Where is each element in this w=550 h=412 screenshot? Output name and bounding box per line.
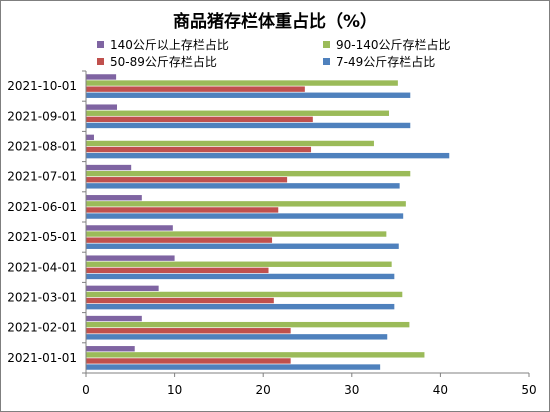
- bar-2021-09-01-series-2: [86, 116, 313, 123]
- legend-item-7-49: 7-49公斤存栏占比: [323, 54, 435, 70]
- x-tick-label-0: 0: [82, 383, 90, 397]
- x-tick-label-20: 20: [256, 383, 271, 397]
- bar-2021-07-01-series-1: [86, 170, 411, 177]
- bar-2021-09-01-series-1: [86, 110, 390, 116]
- bar-2021-05-01-series-0: [86, 225, 173, 231]
- y-tick-label-2021-06-01: 2021-06-01: [7, 200, 77, 214]
- bar-2021-06-01-series-2: [86, 207, 279, 213]
- bar-2021-03-01-series-0: [86, 285, 159, 292]
- legend-swatch-140-plus: [97, 41, 104, 48]
- bar-2021-06-01-series-0: [86, 195, 142, 201]
- bar-2021-09-01-series-0: [86, 104, 118, 110]
- y-tick-label-2021-08-01: 2021-08-01: [7, 140, 77, 154]
- y-tick-label-2021-09-01: 2021-09-01: [7, 109, 77, 123]
- bar-2021-08-01-series-1: [86, 140, 374, 147]
- y-tick-label-2021-02-01: 2021-02-01: [7, 321, 77, 335]
- bar-2021-03-01-series-2: [86, 297, 274, 304]
- y-tick-label-2021-01-01: 2021-01-01: [7, 351, 77, 365]
- legend-item-140-plus: 140公斤以上存栏占比: [97, 37, 229, 53]
- legend-swatch-50-89: [97, 58, 104, 65]
- chart-title: 商品猪存栏体重占比（%）: [172, 12, 378, 32]
- x-tick-label-50: 50: [521, 383, 536, 397]
- bar-2021-04-01-series-3: [86, 273, 395, 280]
- bar-2021-10-01-series-2: [86, 86, 305, 92]
- legend-label-7-49: 7-49公斤存栏占比: [336, 55, 436, 69]
- bar-2021-03-01-series-1: [86, 291, 403, 298]
- bar-2021-08-01-series-3: [86, 152, 450, 159]
- bar-2021-10-01-series-3: [86, 92, 411, 98]
- legend-item-90-140: 90-140公斤存栏占比: [323, 37, 451, 53]
- bar-2021-02-01-series-2: [86, 328, 291, 334]
- y-tick-label-2021-04-01: 2021-04-01: [7, 260, 77, 274]
- x-tick-label-30: 30: [344, 383, 359, 397]
- bar-2021-10-01-series-0: [86, 74, 117, 80]
- y-tick-label-2021-07-01: 2021-07-01: [7, 170, 77, 184]
- legend-swatch-90-140: [323, 41, 330, 48]
- legend-label-50-89: 50-89公斤存栏占比: [110, 55, 217, 69]
- bar-2021-01-01-series-2: [86, 358, 291, 364]
- bar-2021-07-01-series-2: [86, 177, 288, 183]
- legend-label-140-plus: 140公斤以上存栏占比: [110, 38, 229, 52]
- bar-2021-04-01-series-0: [86, 255, 175, 261]
- bar-2021-08-01-series-2: [86, 146, 312, 153]
- y-tick-label-2021-05-01: 2021-05-01: [7, 230, 77, 244]
- x-tick-label-10: 10: [167, 383, 182, 397]
- bar-2021-02-01-series-0: [86, 315, 142, 322]
- chart-legend: 140公斤以上存栏占比 90-140公斤存栏占比 50-89公斤存栏占比 7-4…: [97, 37, 517, 71]
- bar-2021-04-01-series-1: [86, 261, 392, 267]
- bar-2021-05-01-series-1: [86, 231, 387, 237]
- bar-2021-09-01-series-3: [86, 122, 411, 129]
- bar-2021-06-01-series-1: [86, 201, 406, 207]
- x-tick-label-40: 40: [433, 383, 448, 397]
- bar-2021-05-01-series-3: [86, 243, 399, 249]
- bar-2021-01-01-series-3: [86, 364, 381, 370]
- bar-2021-03-01-series-3: [86, 303, 395, 310]
- legend-label-90-140: 90-140公斤存栏占比: [336, 38, 451, 52]
- bar-2021-04-01-series-2: [86, 267, 269, 274]
- y-tick-label-2021-03-01: 2021-03-01: [7, 291, 77, 305]
- bar-2021-01-01-series-1: [86, 352, 425, 358]
- bar-2021-07-01-series-0: [86, 164, 132, 171]
- bar-2021-02-01-series-3: [86, 334, 388, 340]
- y-tick-label-2021-10-01: 2021-10-01: [7, 79, 77, 93]
- bar-2021-10-01-series-1: [86, 80, 398, 86]
- bar-2021-08-01-series-0: [86, 134, 94, 141]
- bar-2021-02-01-series-1: [86, 321, 410, 328]
- bar-2021-05-01-series-2: [86, 237, 273, 243]
- legend-swatch-7-49: [323, 58, 330, 65]
- legend-item-50-89: 50-89公斤存栏占比: [97, 54, 217, 70]
- bar-2021-01-01-series-0: [86, 346, 135, 352]
- bar-2021-07-01-series-3: [86, 183, 400, 189]
- bar-2021-06-01-series-3: [86, 213, 404, 219]
